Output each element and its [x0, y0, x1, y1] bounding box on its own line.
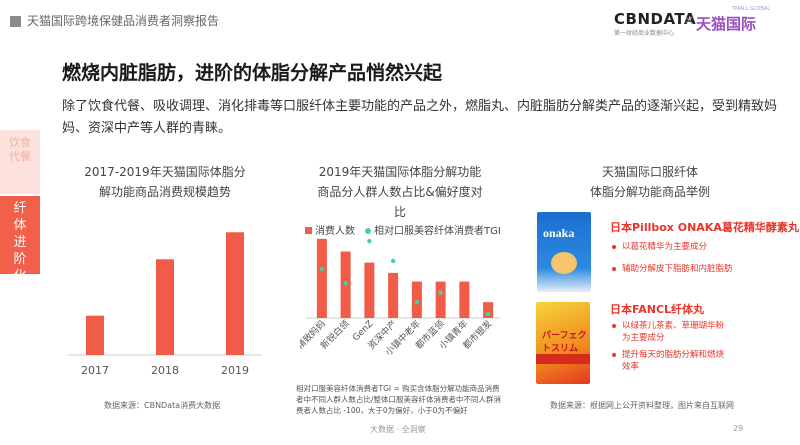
footer-slogan: 大数据 · 全洞察 [370, 425, 426, 434]
chart2-tgi-dot-0 [319, 266, 325, 272]
right-panel-title-line2: 体脂分解功能商品举例 [589, 185, 710, 199]
fancl-package-text: パーフェクトスリム [542, 331, 587, 354]
chart1-bar-2018 [156, 259, 174, 355]
product1-name: 日本Pillbox ONAKA葛花精华酵素丸 [610, 221, 799, 234]
slide-description: 除了饮食代餐、吸收调理、消化排毒等口服纤体主要功能的产品之外，燃脂丸、内脏脂肪分… [62, 99, 778, 136]
legend-dot-label: 相对口服美容纤体消费者TGI [374, 226, 501, 237]
product2-bullet1: 以绿茶儿茶素、草珊瑚华粉为主要成分 [612, 320, 732, 344]
chart1-tick-label-2017: 2017 [81, 364, 109, 377]
chart2-bar-2 [364, 262, 375, 318]
slide-title: 燃烧内脏脂肪，进阶的体脂分解产品悄然兴起 [62, 62, 443, 84]
chart2-bar-7 [483, 302, 494, 318]
chart1-tick-label-2019: 2019 [221, 364, 249, 377]
chart2-bar-6 [459, 281, 470, 318]
report-title: 天猫国际跨境保健品消费者洞察报告 [27, 14, 220, 28]
product2-bullet2: 提升每天的脂肪分解和燃烧效率 [612, 349, 732, 373]
product1-bullet2: 辅助分解皮下脂肪和内脏脂肪 [612, 263, 762, 275]
chart1-tick-label-2018: 2018 [151, 364, 179, 377]
chart2-tgi-dot-4 [414, 299, 420, 305]
left-source-note: 数据来源：CBNData消费大数据 [104, 401, 221, 410]
middle-chart-legend: 消费人数 相对口服美容纤体消费者TGI [305, 222, 501, 237]
product2-name: 日本FANCL纤体丸 [610, 303, 705, 316]
side-tab-slimming-advanced[interactable]: 纤体进阶化 [0, 196, 40, 284]
chart2-tgi-dot-7 [485, 311, 491, 317]
chart2-tgi-dot-5 [438, 290, 443, 295]
fancl-package-band [536, 354, 590, 364]
cbndata-logo: CBNDATA [614, 10, 697, 28]
right-panel-title-line1: 天猫国际口服纤体 [601, 165, 698, 179]
onaka-package-graphic [551, 252, 577, 274]
product1-bullet1: 以葛花精华为主要成分 [612, 241, 762, 253]
middle-chart-title-line1: 2019年天猫国际体脂分解功能 [318, 165, 482, 179]
legend-bar-swatch-icon [305, 227, 312, 234]
header-bar: 天猫国际跨境保健品消费者洞察报告 CBNDATA 第一财经商业数据中心 × 天猫… [0, 0, 800, 46]
tmall-global-logo-en: TMALL GLOBAL [732, 6, 771, 12]
legend-bar-label: 消费人数 [315, 226, 355, 237]
middle-chart-title: 2019年天猫国际体脂分解功能 商品分人群人数占比&偏好度对 比 [300, 162, 500, 222]
middle-chart-title-line2: 商品分人群人数占比&偏好度对 [317, 185, 483, 199]
middle-chart-title-line3: 比 [393, 205, 406, 219]
chart2-bar-3 [388, 272, 399, 318]
legend-dot-swatch-icon [365, 228, 371, 234]
onaka-package-text: onaka [543, 226, 575, 240]
chart1-bar-2017 [86, 315, 104, 355]
chart2-tgi-dot-1 [343, 280, 348, 286]
side-tab-diet-label: 饮食代餐 [9, 136, 31, 163]
pillbox-onaka-product-image: onaka [537, 212, 591, 292]
fancl-product-image: パーフェクトスリム [536, 302, 590, 384]
chart2-bar-0 [316, 238, 327, 318]
side-tab-diet[interactable]: 饮食代餐 [0, 130, 40, 194]
chart2-bar-4 [411, 281, 422, 318]
left-chart-title: 2017-2019年天猫国际体脂分 解功能商品消费规模趋势 [60, 162, 270, 202]
consumption-trend-chart: 2017 2018 2019 [68, 232, 262, 377]
chart2-tgi-dot-2 [367, 239, 372, 244]
logo-separator: × [684, 13, 695, 27]
right-source-note: 数据来源：根据网上公开资料整理，图片来自互联网 [550, 401, 734, 410]
right-panel-title: 天猫国际口服纤体 体脂分解功能商品举例 [580, 162, 720, 202]
chart2-tgi-dot-3 [390, 258, 396, 264]
brand-logos: CBNDATA 第一财经商业数据中心 × 天猫国际 TMALL GLOBAL [614, 6, 784, 40]
left-chart-title-line1: 2017-2019年天猫国际体脂分 [84, 165, 246, 179]
chart2-bar-5 [435, 281, 446, 318]
page-number: 29 [733, 424, 744, 433]
chart1-bar-2019 [226, 232, 244, 355]
left-chart-title-line2: 解功能商品消费规模趋势 [98, 185, 231, 199]
tmall-global-logo: 天猫国际 [696, 15, 757, 33]
cbndata-logo-subtitle: 第一财经商业数据中心 [614, 30, 675, 37]
tgi-definition-note: 相对口服美容纤体消费者TGI = 购买含体脂分解功能商品消费者中不同人群人数占比… [296, 384, 502, 415]
header-marker-icon [10, 16, 21, 27]
side-tab-active-label: 纤体进阶化 [13, 201, 27, 284]
